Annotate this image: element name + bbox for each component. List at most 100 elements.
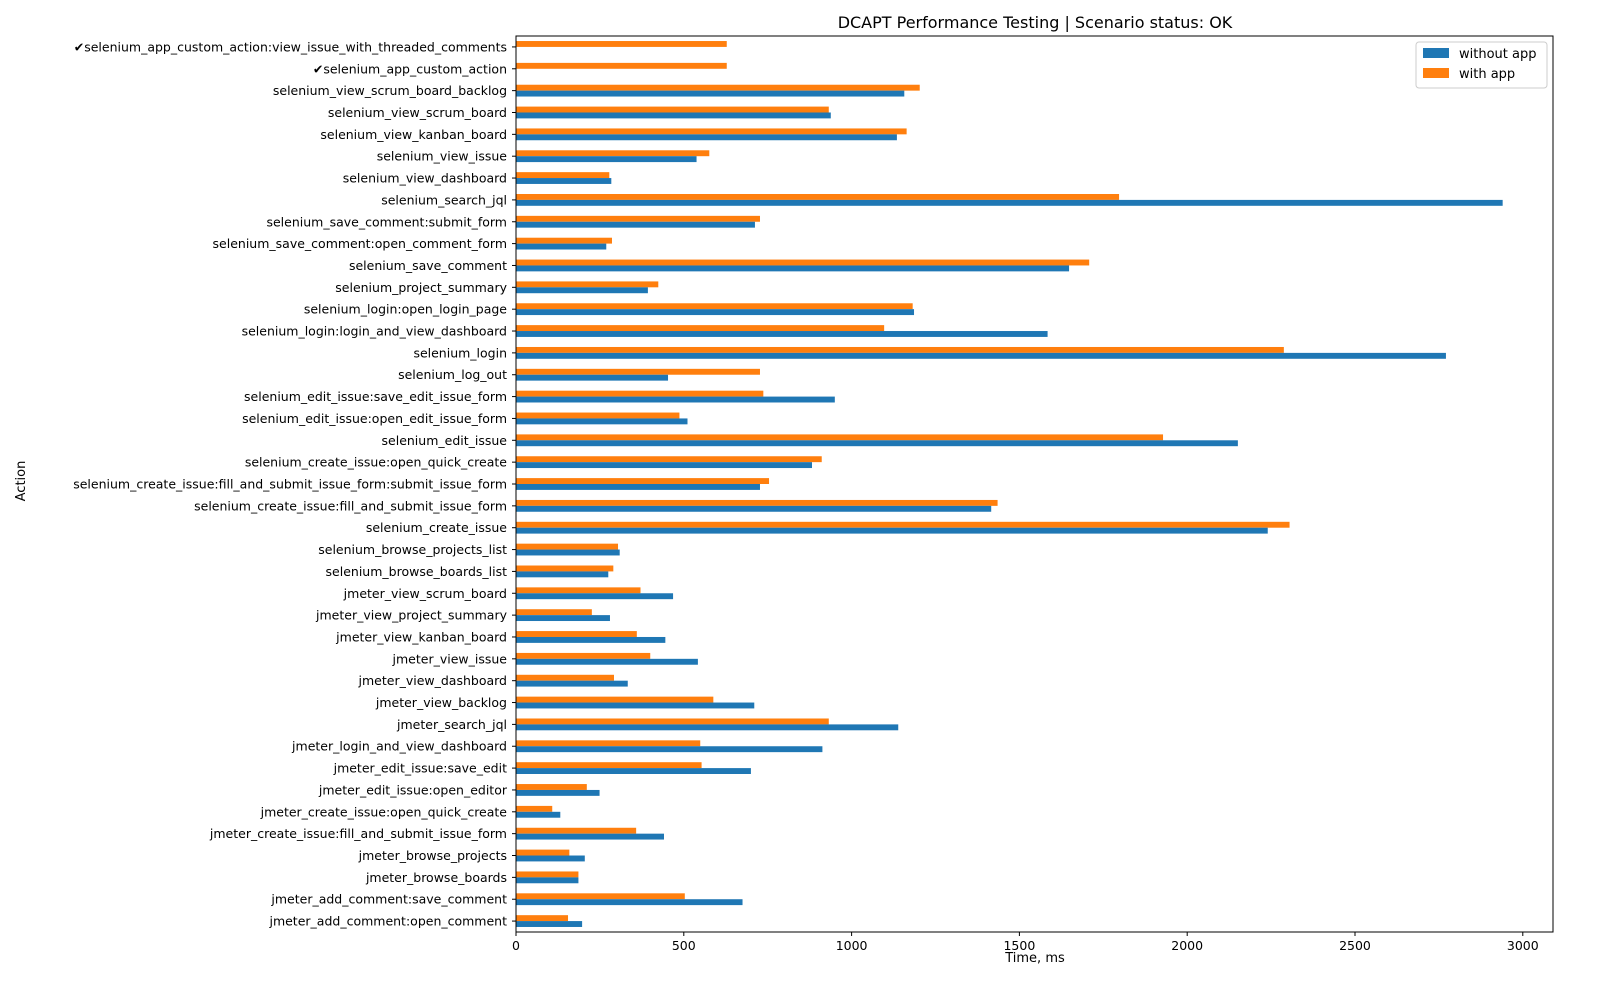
bar-with-app [516,325,885,332]
bar-without-app [516,593,674,600]
bar-without-app [516,571,609,578]
bar-with-app [516,478,770,484]
bar-without-app [516,899,743,906]
y-tick-label: jmeter_add_comment:open_comment [268,914,507,929]
bar-with-app [516,456,822,463]
bar-without-app [516,527,1268,534]
bar-without-app [516,374,669,381]
y-tick-label: selenium_search_jql [381,192,507,207]
y-tick-label: jmeter_create_issue:open_quick_create [260,804,508,819]
legend-swatch-without-app [1423,48,1449,58]
y-tick-label: selenium_create_issue:open_quick_create [245,455,507,470]
y-tick-label: jmeter_view_backlog [375,695,507,710]
y-tick-label: selenium_create_issue:fill_and_submit_is… [73,477,507,492]
bar-with-app [516,609,592,616]
bar-with-app [516,150,710,157]
bar-with-app [516,718,829,725]
bar-without-app [516,90,905,97]
bar-with-app [516,368,760,375]
bar-without-app [516,484,760,490]
bar-with-app [516,696,714,703]
y-tick-label: jmeter_edit_issue:save_edit [333,761,507,776]
y-tick-label: selenium_save_comment:open_comment_form [213,236,507,251]
bar-with-app [516,674,614,681]
bar-with-app [516,237,612,244]
bar-with-app [516,631,637,637]
bar-with-app [516,390,764,397]
plot-frame [515,35,1554,933]
y-tick-label: selenium_view_issue [377,149,508,164]
bar-with-app [516,827,637,834]
y-tick-label: selenium_login [413,345,507,360]
bar-with-app [516,893,685,900]
y-tick-label: selenium_edit_issue [382,433,508,448]
bar-without-app [516,615,610,622]
legend-swatch-with-app [1423,68,1449,78]
bar-without-app [516,331,1048,337]
bar-with-app [516,805,553,812]
bar-without-app [516,505,992,512]
x-tick-label: 1000 [836,938,868,953]
y-tick-label: selenium_view_dashboard [343,171,507,186]
bar-with-app [516,303,913,310]
y-tick-label: jmeter_browse_boards [365,870,507,885]
bar-with-app [516,106,829,113]
bar-without-app [516,724,899,731]
bar-without-app [516,658,698,665]
y-tick-label: jmeter_search_jql [396,717,507,732]
y-tick-label: selenium_browse_boards_list [326,564,508,579]
bar-without-app [516,549,620,556]
bar-without-app [516,680,628,687]
y-tick-label: jmeter_view_kanban_board [335,629,507,644]
y-tick-label: ✔selenium_app_custom_action:view_issue_w… [74,39,507,54]
x-tick-label: 0 [512,938,520,953]
bar-without-app [516,921,583,927]
y-tick-label: ✔selenium_app_custom_action [313,61,507,76]
y-axis-label: Action [14,461,29,502]
x-tick-label: 500 [672,938,696,953]
legend-label-without-app: without app [1459,47,1536,62]
bar-with-app [516,281,659,288]
y-tick-label: jmeter_edit_issue:open_editor [318,782,508,797]
bar-without-app [516,199,1503,206]
legend: without app with app [1415,41,1548,89]
y-tick-label: selenium_view_scrum_board_backlog [273,83,507,98]
y-tick-label: selenium_create_issue:fill_and_submit_is… [194,498,507,513]
bar-with-app [516,41,727,47]
y-tick-label: selenium_save_comment [349,258,507,273]
bar-with-app [516,543,619,550]
bar-without-app [516,418,688,425]
bar-with-app [516,172,610,179]
y-tick-label: selenium_edit_issue:open_edit_issue_form [242,411,507,426]
y-tick-label: jmeter_create_issue:fill_and_submit_issu… [209,826,507,841]
y-tick-label: jmeter_view_scrum_board [343,586,507,601]
bar-without-app [516,702,755,709]
bar-with-app [516,194,1120,200]
bar-with-app [516,587,641,594]
x-tick-label: 3000 [1507,938,1539,953]
y-tick-label: selenium_edit_issue:save_edit_issue_form [244,389,507,404]
bar-with-app [516,62,727,69]
bar-without-app [516,178,612,184]
bar-without-app [516,855,585,862]
bar-with-app [516,784,587,790]
bar-without-app [516,112,831,119]
y-tick-label: selenium_view_scrum_board [328,105,507,120]
legend-label-with-app: with app [1459,67,1515,82]
y-tick-label: jmeter_view_dashboard [358,673,507,688]
bar-without-app [516,440,1238,447]
y-tick-label: selenium_login:login_and_view_dashboard [242,324,507,339]
bar-with-app [516,499,998,506]
bar-without-app [516,462,812,469]
bar-without-app [516,789,600,796]
bar-without-app [516,156,697,163]
bar-without-app [516,833,664,840]
bar-with-app [516,740,701,747]
bar-with-app [516,849,570,856]
y-tick-label: selenium_project_summary [335,280,507,295]
bar-without-app [516,134,897,141]
y-tick-label: selenium_log_out [398,367,507,382]
bar-without-app [516,309,915,316]
bar-with-app [516,346,1284,353]
